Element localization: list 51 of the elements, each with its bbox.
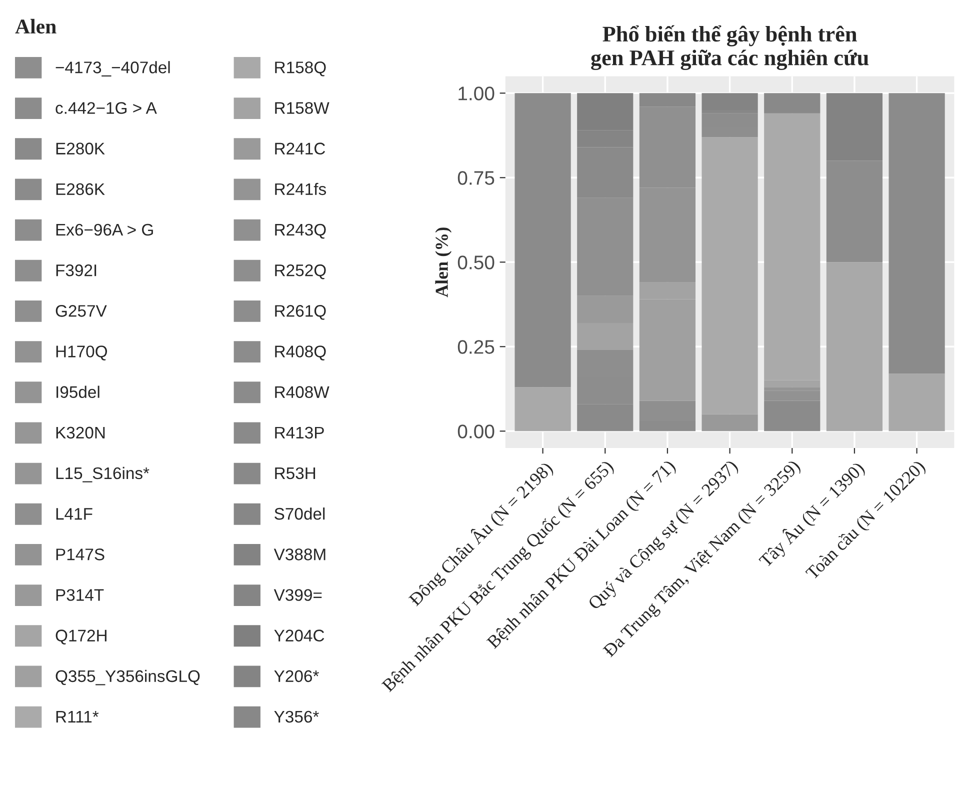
- legend-label: R111*: [56, 711, 99, 722]
- y-tick-label: 0.00: [458, 424, 494, 438]
- bar: [888, 374, 945, 432]
- legend-label: E280K: [56, 142, 105, 154]
- legend-label: R261Q: [275, 305, 326, 320]
- legend-label: H170Q: [56, 346, 108, 360]
- legend-label: Ex6−96A > G: [56, 224, 153, 236]
- legend-label: L15_S16ins*: [56, 466, 150, 482]
- legend-label: R408Q: [275, 346, 326, 360]
- legend-label: R158W: [275, 102, 330, 114]
- bar: [888, 93, 945, 374]
- legend-label: R53H: [275, 467, 316, 480]
- legend-label: P147S: [56, 548, 104, 560]
- legend-label: V399=: [274, 589, 322, 601]
- legend-label: Q355_Y356insGLQ: [56, 670, 200, 686]
- bar: [826, 262, 883, 432]
- bar: [514, 387, 571, 432]
- legend-label: P314T: [56, 589, 104, 601]
- bar: [514, 93, 571, 388]
- legend-label: G257V: [56, 305, 107, 317]
- y-tick-label: 0.25: [458, 340, 494, 354]
- bar: [702, 137, 758, 414]
- chart-title: Phổ biến thể gây bệnh trên gen PAH giữa các nghiên cứu: [591, 25, 869, 70]
- legend-label: V388M: [274, 548, 326, 560]
- legend-label: F392I: [56, 264, 96, 276]
- legend-title: Alen: [15, 18, 56, 34]
- legend-label: K320N: [56, 426, 105, 439]
- legend-label: R158Q: [275, 62, 326, 76]
- legend-label: E286K: [56, 183, 105, 196]
- legend-label: c.442−1G > A: [56, 102, 157, 114]
- y-tick-label: 0.50: [458, 256, 494, 270]
- y-axis-title: Alen (%): [435, 228, 452, 298]
- legend-label: L41F: [56, 508, 92, 520]
- legend-label: −4173_−407del: [56, 61, 170, 76]
- bar: [764, 93, 820, 114]
- legend-label: R241fs: [275, 182, 326, 196]
- legend-label: Y204C: [274, 630, 324, 642]
- legend-label: Q172H: [56, 630, 106, 644]
- y-tick-label: 0.75: [458, 171, 494, 185]
- legend-label: R241C: [275, 142, 326, 154]
- bar: [702, 93, 758, 110]
- legend-label: R252Q: [275, 264, 326, 280]
- legend-label: I95del: [56, 386, 100, 398]
- bar: [702, 414, 758, 432]
- legend-label: S70del: [274, 507, 325, 520]
- y-tick-label: 1.00: [458, 86, 494, 100]
- legend-label: R243Q: [275, 224, 326, 239]
- legend-label: R408W: [275, 386, 330, 398]
- legend-label: R413P: [275, 426, 324, 439]
- legend-label: Y356*: [274, 710, 319, 723]
- legend-label: Y206*: [274, 670, 319, 682]
